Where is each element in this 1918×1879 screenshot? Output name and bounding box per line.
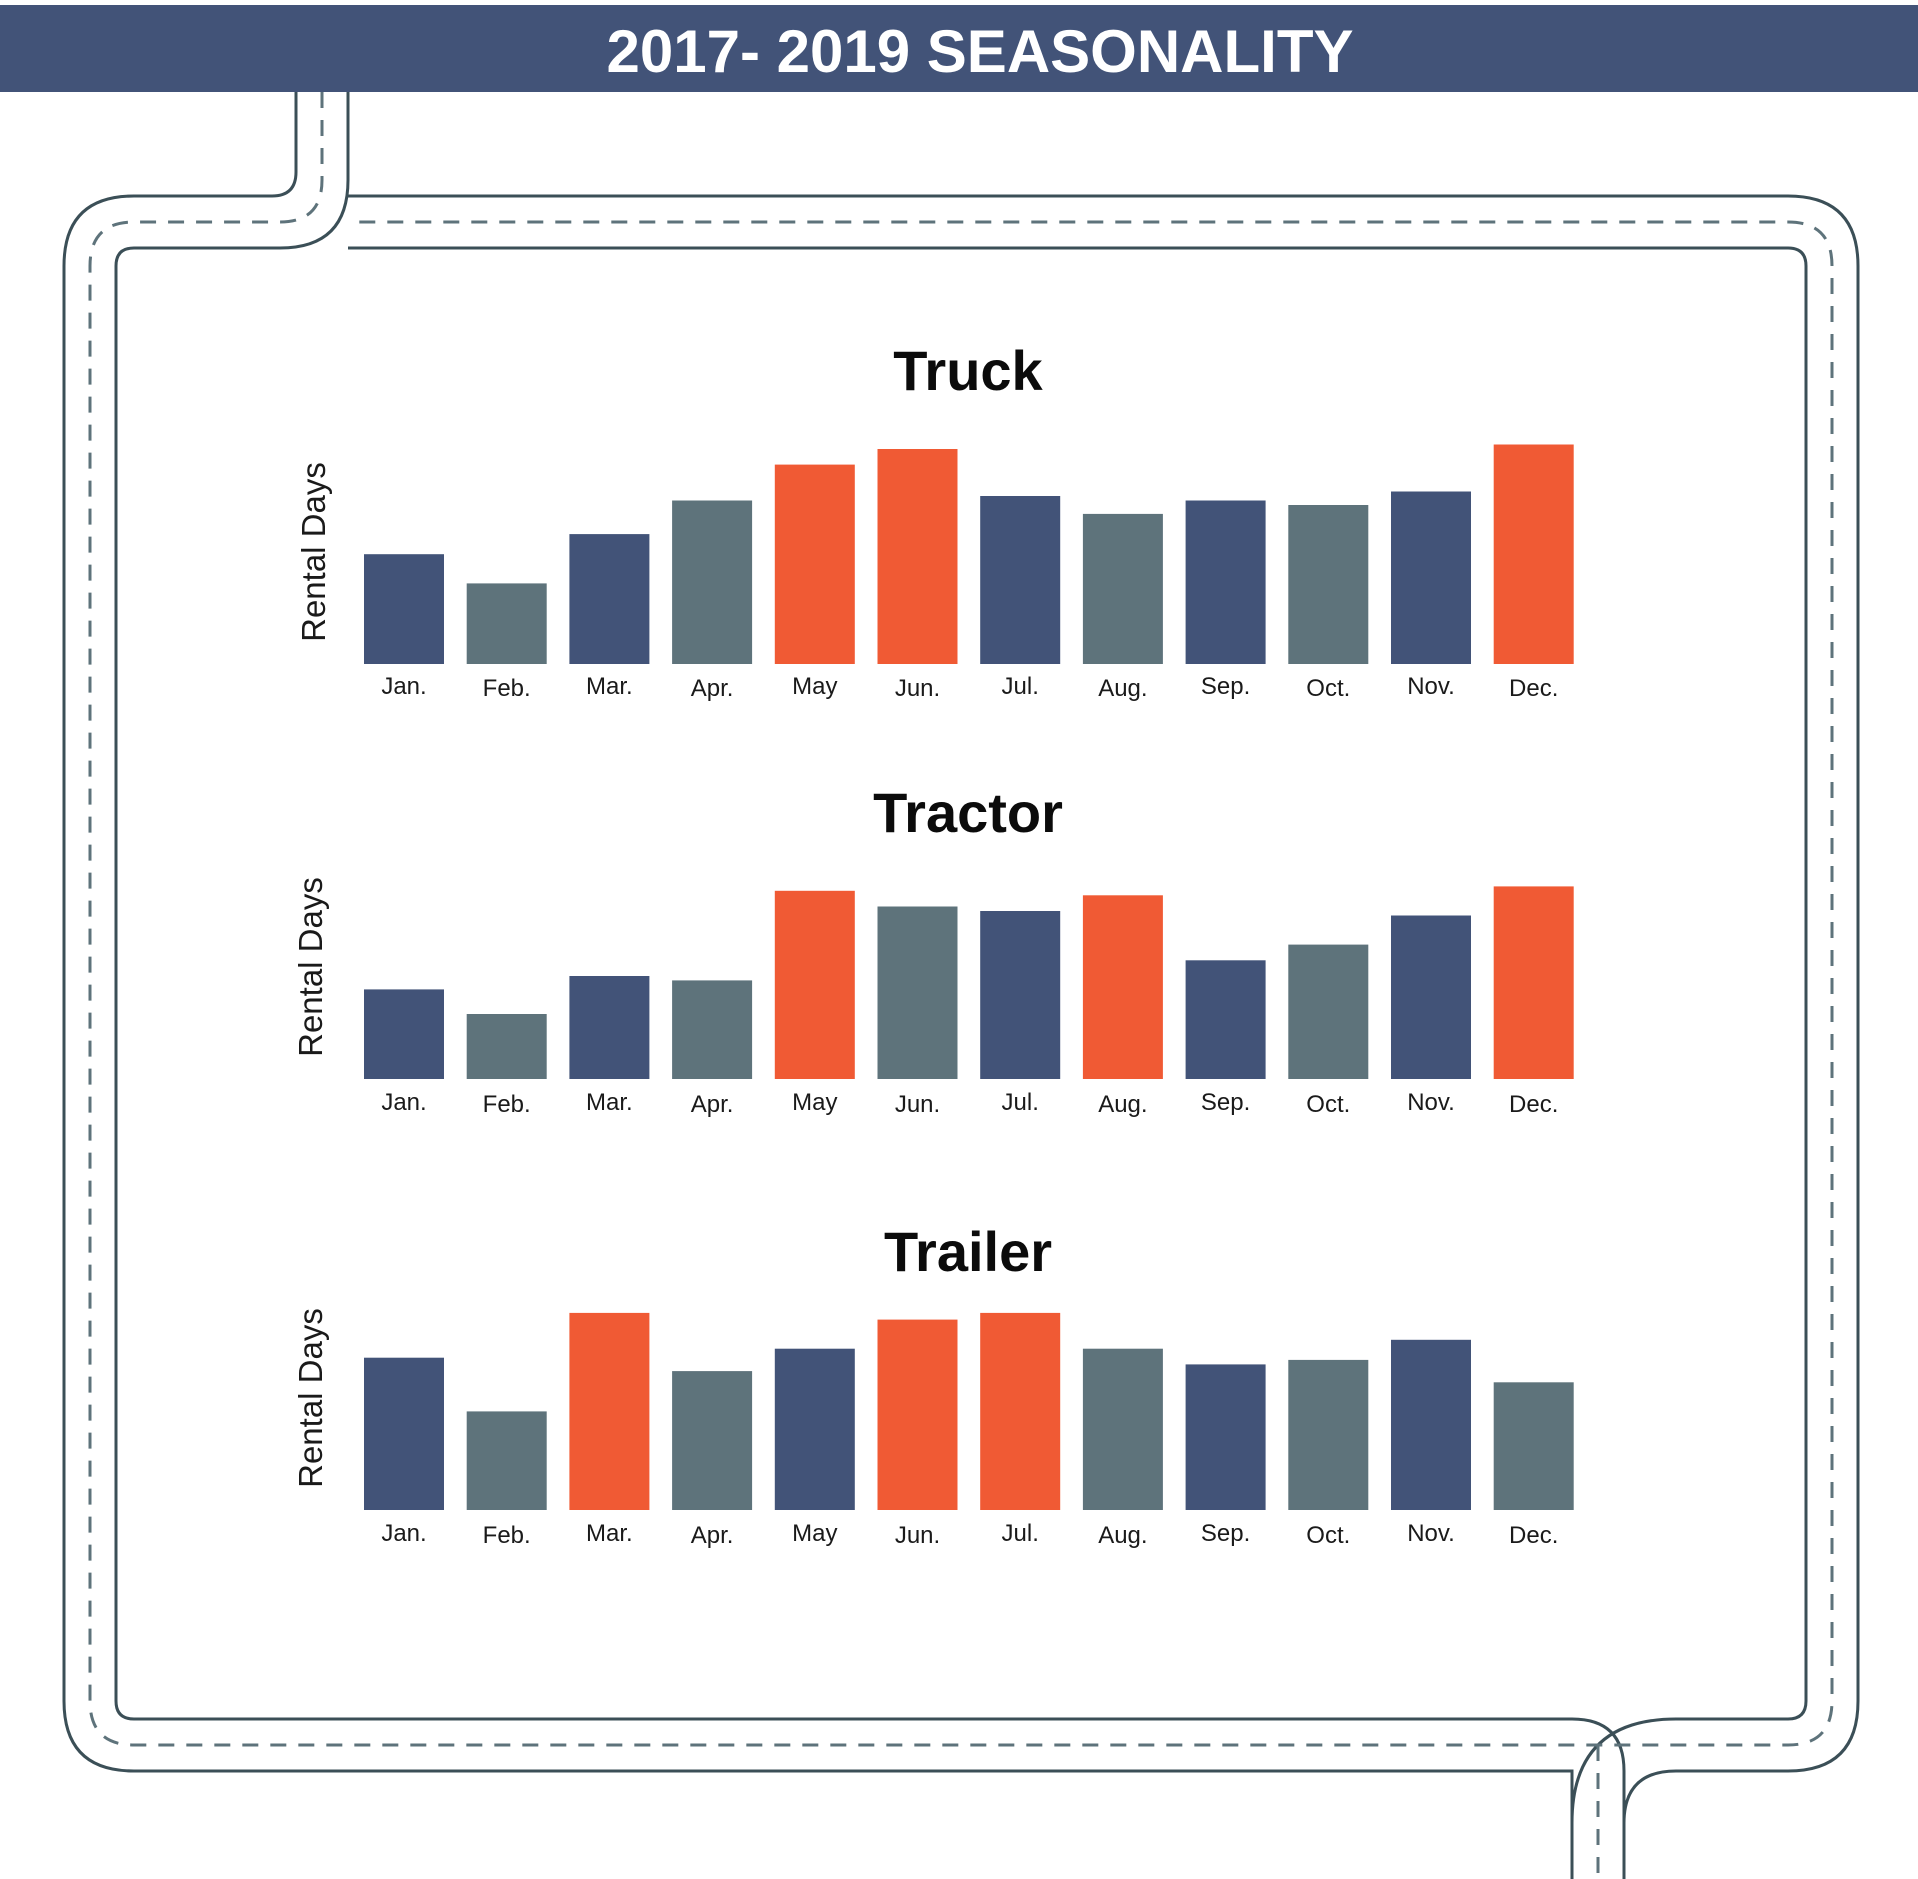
- tick-label: Sep.: [1201, 1089, 1250, 1116]
- tick-label: Sep.: [1201, 1520, 1250, 1547]
- bar-feb: [466, 1014, 547, 1079]
- charts-container: Truck Rental Days Jan. Feb. Mar. Apr. May Jun. J…: [292, 339, 1574, 1549]
- bar-nov: [1391, 915, 1471, 1079]
- tick-label: Mar.: [586, 1520, 633, 1547]
- tick-label: Mar.: [586, 673, 633, 700]
- tick-label: May: [792, 673, 837, 700]
- tick-label: Nov.: [1407, 673, 1455, 700]
- chart-trailer: Trailer Rental Days Jan. Feb. Mar. Apr. May Jun…: [292, 1220, 1574, 1549]
- bar-apr: [672, 980, 753, 1079]
- tick-label: Dec.: [1509, 1091, 1558, 1118]
- bar-jun: [877, 1319, 958, 1510]
- tick-label: Oct.: [1306, 1522, 1350, 1549]
- bar-jul: [980, 496, 1061, 664]
- bar-dec: [1493, 1382, 1574, 1510]
- bar-feb: [466, 1411, 547, 1510]
- bar-jul: [980, 1312, 1061, 1510]
- chart-title: Truck: [893, 339, 1043, 402]
- bar-aug: [1082, 1348, 1163, 1510]
- chart-tractor: Tractor Rental Days Jan. Feb. Mar. Apr. May Jun…: [292, 781, 1574, 1118]
- header-bar: [0, 5, 1918, 92]
- bar-nov: [1391, 491, 1471, 664]
- tick-label: Apr.: [691, 1091, 734, 1118]
- road-frame: [62, 92, 1860, 1879]
- y-axis-label: Rental Days: [292, 877, 329, 1057]
- tick-label: May: [792, 1089, 837, 1116]
- bar-jan: [364, 989, 444, 1079]
- page-title: 2017- 2019 SEASONALITY: [607, 18, 1354, 85]
- bar-may: [774, 1348, 855, 1510]
- tick-label: Aug.: [1098, 1522, 1147, 1549]
- tick-label: Jan.: [381, 673, 426, 700]
- tick-label: Aug.: [1098, 675, 1147, 702]
- tick-label: Oct.: [1306, 1091, 1350, 1118]
- tick-label: Oct.: [1306, 675, 1350, 702]
- tick-label: Jul.: [1002, 1089, 1039, 1116]
- y-axis-label: Rental Days: [292, 1308, 329, 1488]
- tick-label: Jun.: [895, 675, 940, 702]
- bar-mar: [569, 534, 650, 664]
- tick-label: Nov.: [1407, 1089, 1455, 1116]
- tick-label: Nov.: [1407, 1520, 1455, 1547]
- bar-mar: [569, 976, 650, 1079]
- bar-dec: [1493, 444, 1574, 664]
- bar-jun: [877, 906, 958, 1079]
- tick-label: Aug.: [1098, 1091, 1147, 1118]
- tick-label: Dec.: [1509, 1522, 1558, 1549]
- bar-aug: [1082, 895, 1163, 1079]
- bar-oct: [1288, 505, 1369, 664]
- tick-label: Jan.: [381, 1520, 426, 1547]
- bar-jan: [364, 554, 444, 664]
- y-axis-label: Rental Days: [295, 462, 332, 642]
- tick-label: Apr.: [691, 675, 734, 702]
- bar-jan: [364, 1357, 444, 1510]
- road-right-inner: [348, 246, 1808, 1824]
- tick-label: Mar.: [586, 1089, 633, 1116]
- bar-sep: [1185, 1364, 1266, 1510]
- tick-label: Apr.: [691, 1522, 734, 1549]
- bar-apr: [672, 500, 753, 664]
- bar-sep: [1185, 960, 1266, 1079]
- tick-label: Jul.: [1002, 1520, 1039, 1547]
- tick-label: Jul.: [1002, 673, 1039, 700]
- road-inner-edge: [114, 92, 1626, 1879]
- bar-mar: [569, 1312, 650, 1510]
- bar-jul: [980, 911, 1061, 1079]
- tick-label: Jun.: [895, 1091, 940, 1118]
- chart-truck: Truck Rental Days Jan. Feb. Mar. Apr. May Jun. J…: [295, 339, 1574, 702]
- road-outer-edge: [62, 92, 1574, 1879]
- bar-oct: [1288, 1359, 1369, 1510]
- bar-may: [774, 890, 855, 1079]
- tick-label: Feb.: [483, 1522, 531, 1549]
- tick-label: Dec.: [1509, 675, 1558, 702]
- chart-title: Tractor: [873, 781, 1063, 844]
- tick-label: Feb.: [483, 1091, 531, 1118]
- bar-jun: [877, 449, 958, 664]
- bar-may: [774, 464, 855, 664]
- chart-title: Trailer: [884, 1220, 1052, 1283]
- tick-label: Sep.: [1201, 673, 1250, 700]
- tick-label: May: [792, 1520, 837, 1547]
- bar-oct: [1288, 944, 1369, 1079]
- bar-dec: [1493, 886, 1574, 1079]
- bar-nov: [1391, 1339, 1471, 1510]
- bar-feb: [466, 583, 547, 664]
- tick-label: Jan.: [381, 1089, 426, 1116]
- bar-sep: [1185, 500, 1266, 664]
- tick-label: Feb.: [483, 675, 531, 702]
- road-right-outer: [348, 194, 1860, 1879]
- bar-apr: [672, 1371, 753, 1510]
- tick-label: Jun.: [895, 1522, 940, 1549]
- road-center-dashes: [88, 92, 1834, 1879]
- bar-aug: [1082, 513, 1163, 664]
